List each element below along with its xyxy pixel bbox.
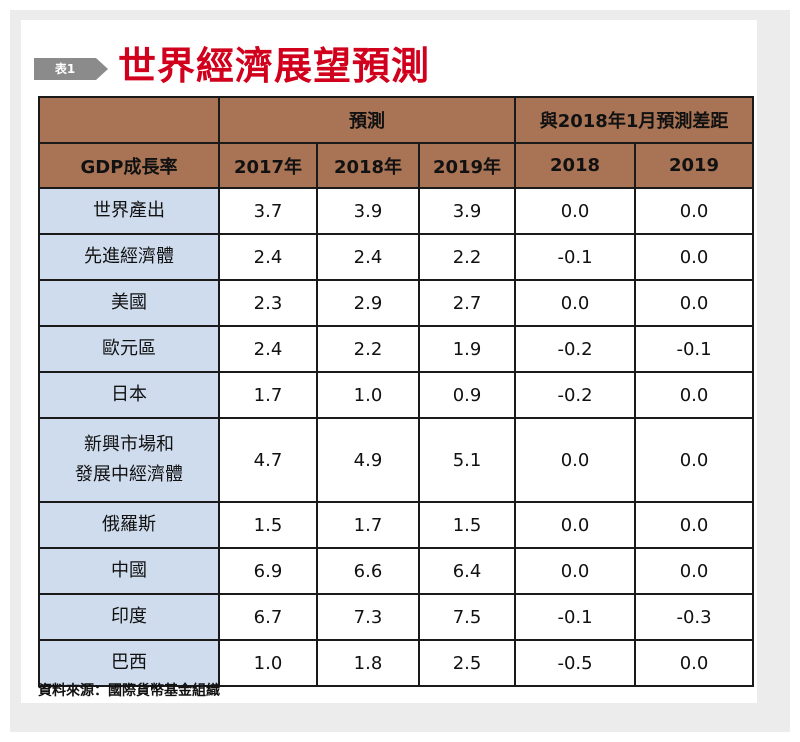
table-row: 日本 1.7 1.0 0.9 -0.2 0.0 (38, 371, 755, 419)
value-cell: 0.0 (634, 639, 755, 687)
value-cell: -0.2 (514, 371, 637, 419)
value-cell: 2.4 (316, 233, 420, 281)
value-cell: 2.5 (417, 639, 517, 687)
value-cell: -0.1 (634, 325, 755, 373)
value-cell: 2.3 (218, 279, 318, 327)
value-cell: 6.9 (218, 547, 318, 595)
value-cell: 1.0 (316, 371, 420, 419)
column-header: 2019 (634, 142, 755, 189)
row-label: 先進經濟體 (38, 233, 220, 281)
value-cell: 0.0 (514, 547, 637, 595)
column-header: GDP成長率 (38, 142, 220, 189)
value-cell: 1.7 (316, 501, 420, 549)
column-header: 2018 (514, 142, 637, 189)
value-cell: 1.9 (417, 325, 517, 373)
title-row: 表1 世界經濟展望預測 (34, 40, 734, 92)
value-cell: 7.3 (316, 593, 420, 641)
value-cell: -0.3 (634, 593, 755, 641)
value-cell: 0.0 (514, 417, 637, 503)
value-cell: 0.0 (514, 501, 637, 549)
table-row: 世界產出 3.7 3.9 3.9 0.0 0.0 (38, 187, 755, 235)
header-row-columns: GDP成長率 2017年 2018年 2019年 2018 2019 (38, 142, 755, 189)
table-badge: 表1 (34, 58, 96, 80)
value-cell: 6.6 (316, 547, 420, 595)
row-label: 新興市場和 發展中經濟體 (38, 417, 220, 503)
value-cell: 2.4 (218, 233, 318, 281)
value-cell: 4.9 (316, 417, 420, 503)
value-cell: -0.1 (514, 233, 637, 281)
value-cell: 6.4 (417, 547, 517, 595)
value-cell: 3.7 (218, 187, 318, 235)
table-row: 巴西 1.0 1.8 2.5 -0.5 0.0 (38, 639, 755, 687)
row-label: 印度 (38, 593, 220, 641)
value-cell: 2.2 (417, 233, 517, 281)
value-cell: 5.1 (417, 417, 517, 503)
row-label: 日本 (38, 371, 220, 419)
value-cell: 0.0 (514, 187, 637, 235)
row-label: 世界產出 (38, 187, 220, 235)
value-cell: 3.9 (316, 187, 420, 235)
value-cell: 1.0 (218, 639, 318, 687)
row-label: 巴西 (38, 639, 220, 687)
value-cell: 3.9 (417, 187, 517, 235)
table-row: 先進經濟體 2.4 2.4 2.2 -0.1 0.0 (38, 233, 755, 281)
page-title: 世界經濟展望預測 (118, 43, 431, 88)
forecast-table: 預測 與2018年1月預測差距 GDP成長率 2017年 2018年 2019年… (38, 96, 755, 687)
table-row: 印度 6.7 7.3 7.5 -0.1 -0.3 (38, 593, 755, 641)
value-cell: -0.5 (514, 639, 637, 687)
table-row: 俄羅斯 1.5 1.7 1.5 0.0 0.0 (38, 501, 755, 549)
column-header: 2018年 (316, 142, 420, 189)
value-cell: 6.7 (218, 593, 318, 641)
value-cell: 1.8 (316, 639, 420, 687)
row-label: 俄羅斯 (38, 501, 220, 549)
value-cell: 0.0 (514, 279, 637, 327)
value-cell: 0.0 (634, 417, 755, 503)
value-cell: 7.5 (417, 593, 517, 641)
value-cell: 0.0 (634, 371, 755, 419)
value-cell: 0.0 (634, 187, 755, 235)
value-cell: 4.7 (218, 417, 318, 503)
value-cell: 0.0 (634, 233, 755, 281)
value-cell: 2.2 (316, 325, 420, 373)
value-cell: 2.4 (218, 325, 318, 373)
value-cell: 1.5 (218, 501, 318, 549)
row-label: 歐元區 (38, 325, 220, 373)
row-label: 美國 (38, 279, 220, 327)
source-note: 資料來源：國際貨幣基金組織 (38, 683, 220, 699)
value-cell: 1.7 (218, 371, 318, 419)
header-row-group: 預測 與2018年1月預測差距 (38, 96, 755, 144)
table-row: 美國 2.3 2.9 2.7 0.0 0.0 (38, 279, 755, 327)
value-cell: 0.0 (634, 279, 755, 327)
column-header: 2017年 (218, 142, 318, 189)
value-cell: 1.5 (417, 501, 517, 549)
table-row: 新興市場和 發展中經濟體 4.7 4.9 5.1 0.0 0.0 (38, 417, 755, 503)
column-header: 2019年 (417, 142, 517, 189)
value-cell: 0.9 (417, 371, 517, 419)
badge-arrow-icon (96, 58, 108, 80)
value-cell: 2.7 (417, 279, 517, 327)
header-forecast: 預測 (217, 96, 517, 144)
value-cell: 2.9 (316, 279, 420, 327)
value-cell: -0.2 (514, 325, 637, 373)
row-label: 中國 (38, 547, 220, 595)
table-row: 中國 6.9 6.6 6.4 0.0 0.0 (38, 547, 755, 595)
header-difference: 與2018年1月預測差距 (514, 96, 755, 144)
value-cell: 0.0 (634, 547, 755, 595)
value-cell: 0.0 (634, 501, 755, 549)
header-empty-cell (38, 96, 220, 144)
value-cell: -0.1 (514, 593, 637, 641)
table-row: 歐元區 2.4 2.2 1.9 -0.2 -0.1 (38, 325, 755, 373)
